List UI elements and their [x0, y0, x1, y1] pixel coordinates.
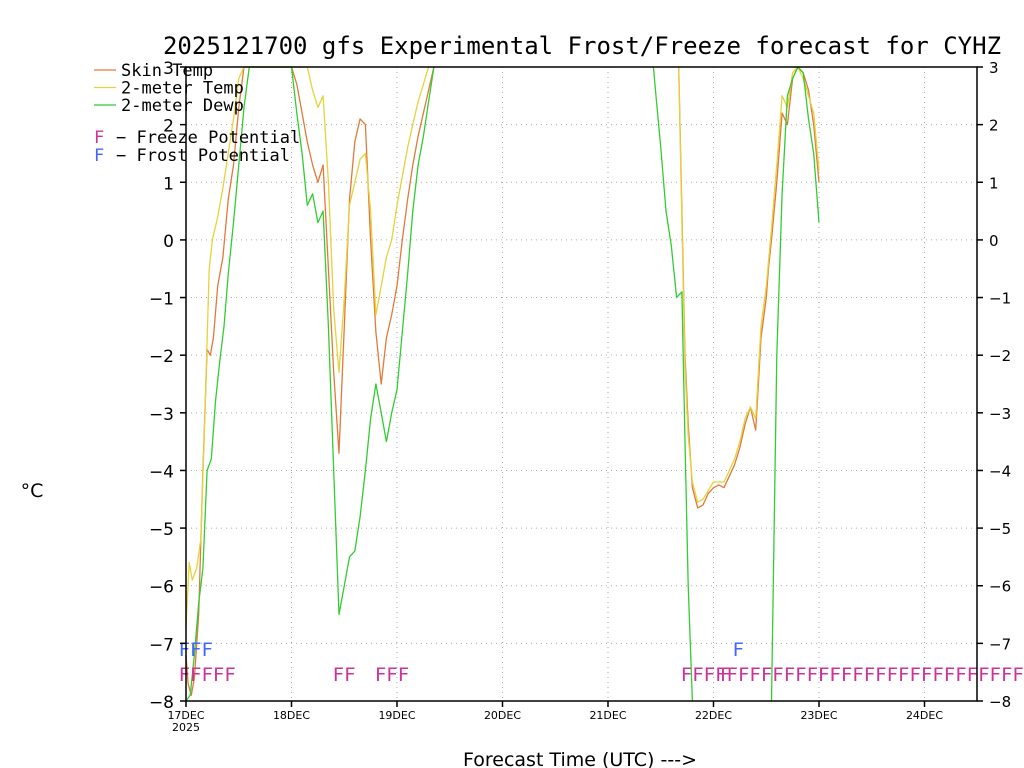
y-tick-label-left: −6 — [149, 578, 174, 598]
y-axis-ticks: 3 3 2 2 1 1 0 0 −1 −1 −2 −2 −3 −3 −4 −4 −5 −5 −6 −6 −7 −7 −8 −8 — [149, 59, 1011, 713]
x-tick-label: 18DEC — [273, 709, 310, 722]
y-tick-label-left: −5 — [149, 520, 174, 540]
potential-letters: FFFFF FF FFF FFFFFFFFFFFFFFF FFFFFFFFFFFFFFF… — [179, 639, 1024, 686]
series-line-2-meter-temp-3 — [678, 66, 820, 503]
series-line-2-meter-dewp-6 — [770, 66, 820, 702]
y-axis-label: °C — [21, 480, 44, 502]
y-tick-label-left: 3 — [163, 59, 174, 79]
y-tick-label-left: 0 — [163, 232, 174, 252]
legend-potential-label: − Freeze Potential — [116, 128, 300, 148]
series-line-2-meter-temp-2 — [185, 66, 430, 627]
y-tick-label-right: 0 — [989, 232, 999, 250]
y-tick-label-right: −7 — [989, 635, 1011, 653]
legend-label: 2-meter Temp — [121, 79, 244, 99]
y-tick-label-left: −1 — [149, 290, 174, 310]
freeze-potential-letters: FF — [333, 664, 356, 686]
y-tick-label-left: −4 — [149, 462, 174, 482]
y-tick-label-right: −1 — [989, 290, 1011, 308]
y-tick-label-right: −3 — [989, 405, 1011, 423]
y-tick-label-left: 1 — [163, 174, 174, 194]
freeze-potential-letters: FFFFFFFFFFFFFF — [681, 664, 841, 686]
y-tick-label-right: −5 — [989, 520, 1011, 538]
x-tick-label: 17DEC — [167, 709, 204, 722]
y-tick-label-right: 2 — [989, 117, 999, 135]
freeze-potential-letters: FFFFF — [179, 664, 236, 686]
freeze-potential-letters: FFF — [375, 664, 409, 686]
legend-label: 2-meter Dewp — [121, 96, 244, 116]
chart-title: 2025121700 gfs Experimental Frost/Freeze… — [163, 32, 1001, 60]
x-year-label: 2025 — [172, 721, 200, 734]
y-tick-label-left: −2 — [149, 347, 174, 367]
series-line-skin-temp-1 — [678, 66, 820, 509]
x-tick-label: 24DEC — [906, 709, 943, 722]
y-tick-label-right: −4 — [989, 462, 1011, 480]
y-tick-label-left: −7 — [149, 635, 174, 655]
y-tick-label-left: −8 — [149, 693, 174, 713]
y-tick-label-right: −8 — [989, 693, 1011, 711]
series-line-2-meter-dewp-5 — [652, 66, 694, 702]
frost-potential-letters: FFF — [179, 639, 213, 661]
series-line-skin-temp-0 — [185, 66, 435, 696]
y-tick-label-left: 2 — [163, 117, 174, 137]
legend-label: Skin Temp — [121, 61, 213, 81]
x-axis-label: Forecast Time (UTC) ---> — [463, 749, 697, 768]
y-tick-label-right: −6 — [989, 578, 1011, 596]
x-axis-ticks: 17DEC 18DEC 19DEC 20DEC 21DEC 22DEC 23DEC 24DEC — [167, 701, 943, 722]
y-tick-label-right: 3 — [989, 59, 999, 77]
legend-potential-letter: F — [94, 128, 104, 148]
x-tick-label: 19DEC — [378, 709, 415, 722]
series-layer — [185, 66, 820, 702]
series-line-2-meter-dewp-4 — [185, 66, 435, 702]
x-tick-label: 23DEC — [800, 709, 837, 722]
y-tick-label-right: 1 — [989, 174, 999, 192]
y-tick-label-left: −3 — [149, 405, 174, 425]
x-tick-label: 22DEC — [695, 709, 732, 722]
grid-lines — [186, 67, 977, 701]
x-tick-label: 20DEC — [484, 709, 521, 722]
y-tick-label-right: −2 — [989, 347, 1011, 365]
frost-potential-letters: F — [732, 639, 743, 661]
plot-frame — [185, 66, 978, 702]
x-tick-label: 21DEC — [589, 709, 626, 722]
legend-potential-label: − Frost Potential — [116, 146, 290, 166]
legend-potential-letter: F — [94, 146, 104, 166]
freeze-potential-letters: F — [720, 664, 731, 686]
